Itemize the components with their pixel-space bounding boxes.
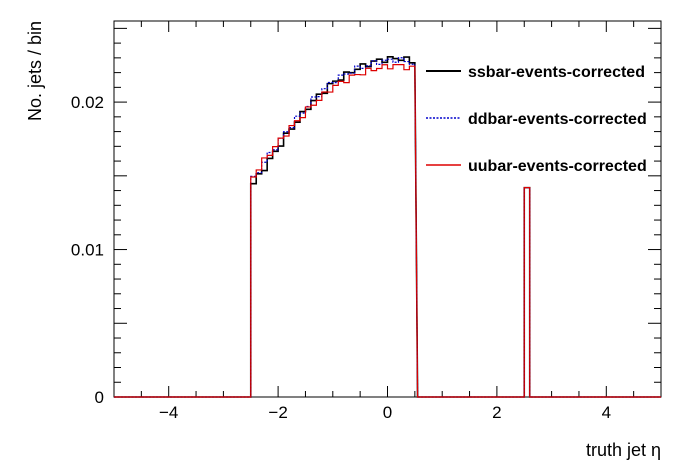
legend-label: uubar-events-corrected	[468, 158, 647, 175]
series-line-ssbar-events-corrected	[114, 56, 661, 398]
y-tick-label: 0.01	[71, 241, 104, 260]
x-tick-label: −4	[159, 403, 178, 422]
x-tick-label: −2	[268, 403, 287, 422]
axis-tick-labels: −4 −2 0 2 4 0 0.01 0.02	[71, 93, 611, 422]
x-axis-title: truth jet η	[586, 440, 661, 460]
y-axis-title: No. jets / bin	[25, 21, 45, 121]
legend: ssbar-events-corrected ddbar-events-corre…	[426, 64, 647, 175]
series-line-ddbar-events-corrected	[114, 57, 661, 398]
series-line-uubar-events-corrected	[114, 64, 661, 398]
series-layer	[114, 56, 661, 398]
x-tick-label: 2	[492, 403, 501, 422]
legend-label: ssbar-events-corrected	[468, 64, 645, 81]
x-tick-label: 0	[383, 403, 392, 422]
x-tick-label: 4	[602, 403, 611, 422]
y-tick-label: 0.02	[71, 93, 104, 112]
legend-label: ddbar-events-corrected	[468, 111, 647, 128]
y-tick-label: 0	[95, 388, 104, 407]
axis-ticks	[113, 21, 662, 398]
